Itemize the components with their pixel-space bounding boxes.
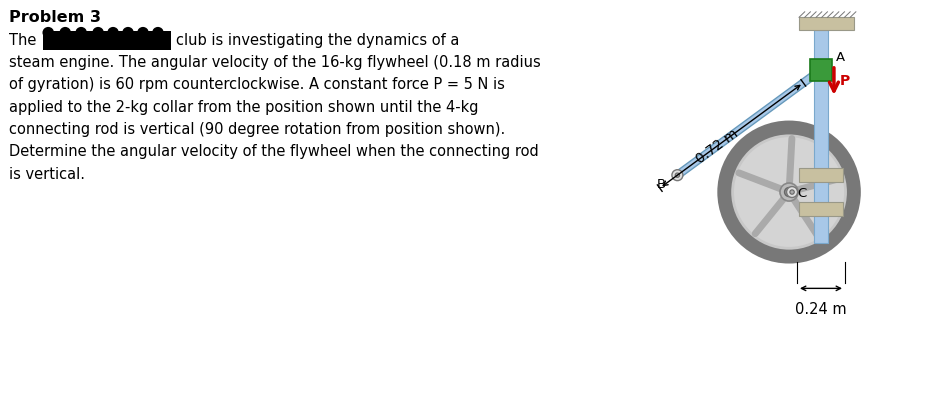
Circle shape [780, 183, 798, 201]
Text: applied to the 2-kg collar from the position shown until the 4-kg: applied to the 2-kg collar from the posi… [9, 100, 479, 115]
Circle shape [122, 27, 134, 39]
Text: Determine the angular velocity of the flywheel when the connecting rod: Determine the angular velocity of the fl… [9, 145, 539, 159]
Text: of gyration) is 60 rpm counterclockwise. A constant force P = 5 N is: of gyration) is 60 rpm counterclockwise.… [9, 77, 505, 93]
Bar [44, 31, 171, 50]
Text: connecting rod is vertical (90 degree rotation from position shown).: connecting rod is vertical (90 degree ro… [9, 122, 505, 137]
Circle shape [137, 27, 149, 39]
Text: C: C [797, 187, 807, 200]
Circle shape [60, 27, 71, 39]
Circle shape [724, 127, 854, 256]
Circle shape [675, 173, 680, 177]
Bar [799, 202, 843, 216]
Text: 0.24 m: 0.24 m [795, 302, 847, 317]
Bar [799, 168, 843, 182]
Text: P: P [840, 74, 850, 88]
Text: is vertical.: is vertical. [9, 167, 85, 182]
Text: Problem 3: Problem 3 [9, 10, 101, 25]
Circle shape [43, 27, 54, 39]
Text: steam engine. The angular velocity of the 16-kg flywheel (0.18 m radius: steam engine. The angular velocity of th… [9, 55, 541, 70]
Circle shape [92, 27, 104, 39]
Text: B: B [656, 178, 665, 191]
Text: club is investigating the dynamics of a: club is investigating the dynamics of a [176, 33, 459, 48]
Text: The: The [9, 33, 37, 48]
Circle shape [787, 187, 797, 197]
Circle shape [785, 187, 793, 197]
Bar [799, 17, 854, 30]
Circle shape [672, 170, 683, 181]
Bar [810, 59, 832, 81]
Bar [814, 30, 828, 243]
Circle shape [107, 27, 118, 39]
Text: 0.72 m: 0.72 m [693, 126, 740, 166]
Circle shape [790, 190, 794, 194]
Text: A: A [836, 51, 845, 64]
Circle shape [734, 137, 844, 247]
Polygon shape [675, 67, 823, 178]
Circle shape [76, 27, 87, 39]
Circle shape [152, 27, 164, 39]
